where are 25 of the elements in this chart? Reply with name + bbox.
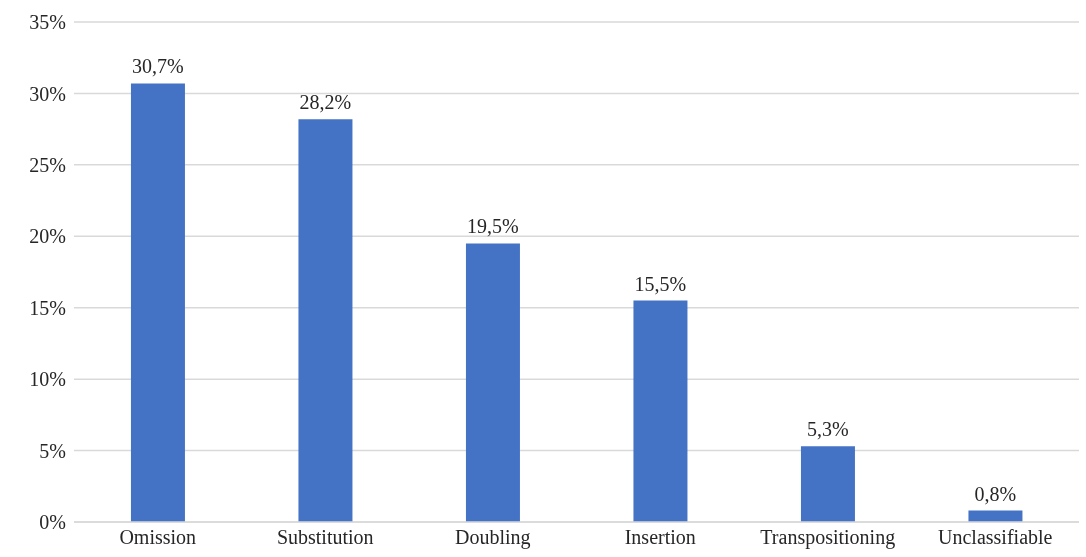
bar	[130, 83, 185, 522]
x-tick-label: Insertion	[624, 526, 696, 549]
y-tick-label: 5%	[39, 439, 66, 462]
data-label: 30,7%	[132, 55, 184, 78]
x-tick-label: Omission	[119, 526, 197, 549]
x-tick-label: Transpositioning	[760, 526, 896, 550]
y-tick-label: 30%	[29, 82, 66, 105]
y-tick-label: 35%	[29, 11, 66, 34]
y-tick-label: 10%	[29, 368, 66, 391]
y-tick-label: 15%	[29, 296, 66, 319]
data-label: 0,8%	[974, 482, 1017, 505]
y-tick-label: 0%	[39, 511, 66, 534]
data-label: 19,5%	[467, 215, 519, 238]
data-label: 5,3%	[807, 418, 849, 441]
y-tick-label: 25%	[29, 153, 66, 176]
bar	[633, 300, 688, 522]
x-tick-label: Doubling	[454, 526, 531, 550]
data-label: 28,2%	[299, 91, 352, 114]
bar	[298, 119, 353, 522]
bar	[800, 446, 855, 522]
y-tick-label: 20%	[29, 225, 66, 248]
x-tick-label: Substitution	[276, 526, 374, 549]
data-label: 15,5%	[634, 272, 687, 295]
x-tick-label: Unclassifiable	[938, 526, 1053, 549]
bar	[465, 243, 520, 522]
